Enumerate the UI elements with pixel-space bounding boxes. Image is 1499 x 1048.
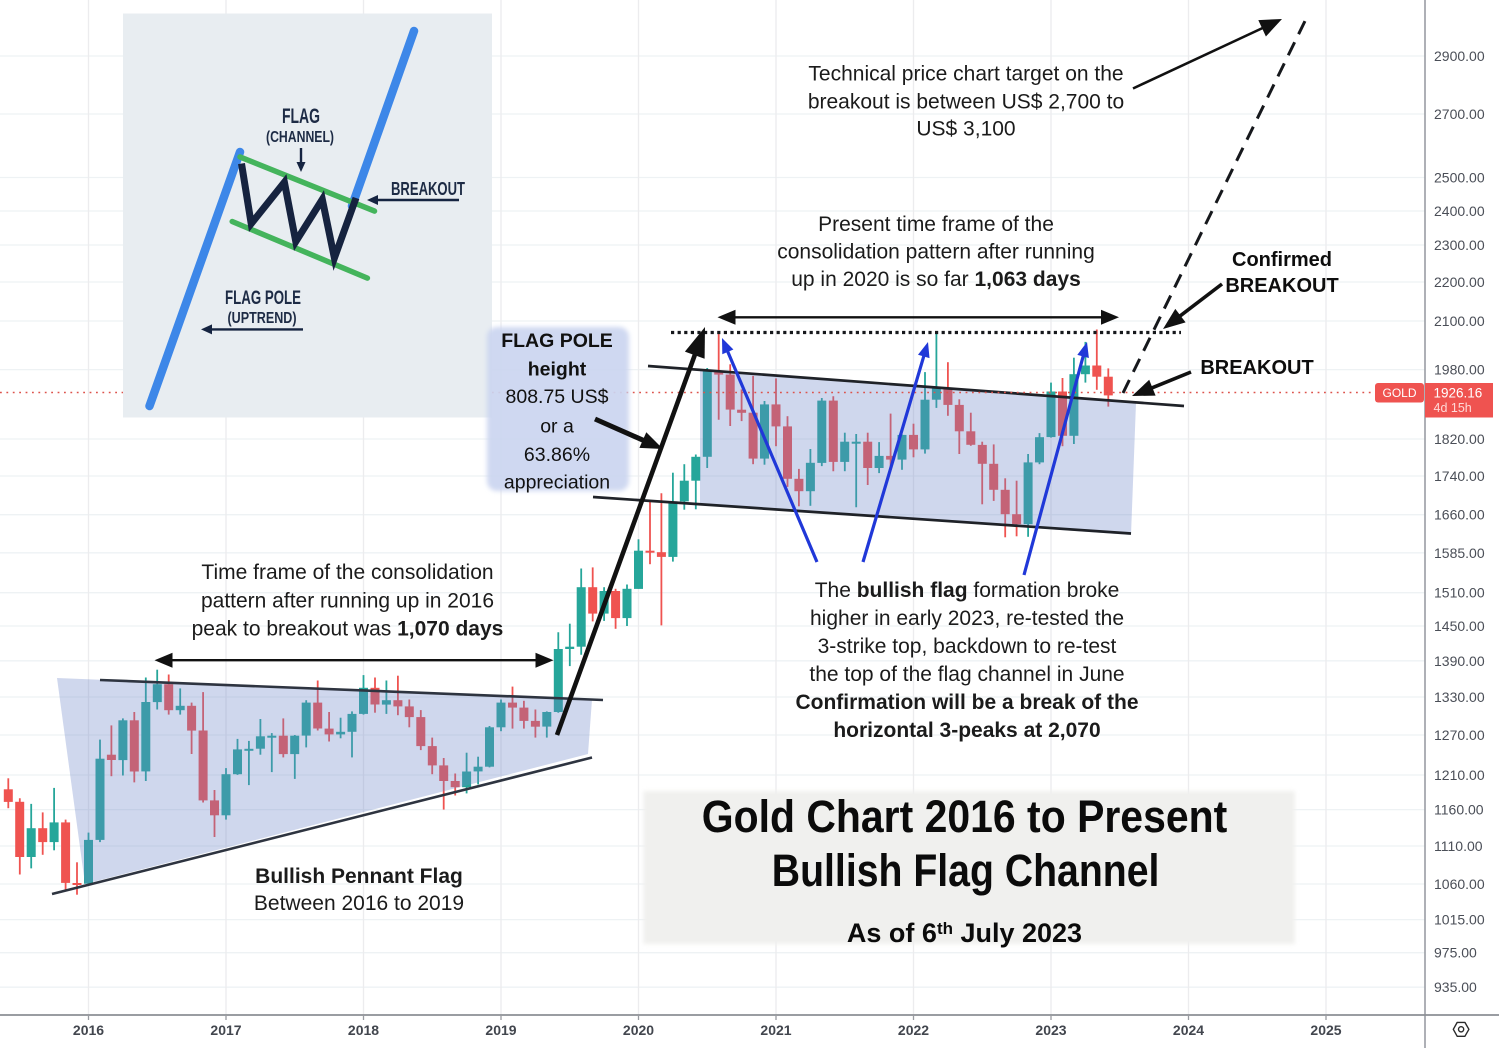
svg-text:the top of the flag channel in: the top of the flag channel in June xyxy=(809,663,1124,686)
svg-text:2020: 2020 xyxy=(623,1022,654,1038)
svg-text:Technical price chart target o: Technical price chart target on the xyxy=(808,63,1123,86)
svg-text:2016: 2016 xyxy=(73,1022,104,1038)
svg-text:FLAG POLE: FLAG POLE xyxy=(225,288,301,309)
svg-text:FLAG POLE: FLAG POLE xyxy=(501,330,613,352)
svg-text:GOLD: GOLD xyxy=(1382,386,1416,400)
svg-text:consolidation pattern after ru: consolidation pattern after running xyxy=(777,241,1095,264)
svg-text:1450.00: 1450.00 xyxy=(1434,618,1485,634)
svg-text:808.75 US$: 808.75 US$ xyxy=(506,386,609,408)
svg-text:63.86%: 63.86% xyxy=(524,444,590,466)
svg-text:975.00: 975.00 xyxy=(1434,945,1477,961)
svg-text:2500.00: 2500.00 xyxy=(1434,170,1485,186)
svg-text:BREAKOUT: BREAKOUT xyxy=(1225,275,1338,297)
svg-text:Between 2016 to 2019: Between 2016 to 2019 xyxy=(254,892,464,915)
svg-text:1740.00: 1740.00 xyxy=(1434,468,1485,484)
svg-text:Bullish Flag Channel: Bullish Flag Channel xyxy=(772,845,1160,896)
svg-text:4d 15h: 4d 15h xyxy=(1434,401,1472,415)
svg-text:2300.00: 2300.00 xyxy=(1434,237,1485,253)
svg-text:1510.00: 1510.00 xyxy=(1434,585,1485,601)
svg-text:higher in early 2023, re-teste: higher in early 2023, re-tested the xyxy=(810,607,1124,630)
svg-text:2025: 2025 xyxy=(1310,1022,1341,1038)
svg-text:pattern after running up in 20: pattern after running up in 2016 xyxy=(201,590,494,613)
svg-text:BREAKOUT: BREAKOUT xyxy=(1200,357,1313,379)
svg-text:1110.00: 1110.00 xyxy=(1434,838,1483,854)
svg-text:or a: or a xyxy=(540,416,574,438)
svg-text:(UPTREND): (UPTREND) xyxy=(228,310,297,327)
svg-text:2023: 2023 xyxy=(1035,1022,1066,1038)
svg-text:breakout is between US$ 2,700: breakout is between US$ 2,700 to xyxy=(808,91,1124,114)
svg-text:1270.00: 1270.00 xyxy=(1434,727,1485,743)
svg-text:Bullish Pennant Flag: Bullish Pennant Flag xyxy=(255,865,463,888)
svg-text:horizontal 3-peaks at 2,070: horizontal 3-peaks at 2,070 xyxy=(833,719,1100,742)
svg-text:Present time frame of the: Present time frame of the xyxy=(818,213,1054,236)
svg-text:As of 6th July 2023: As of 6th July 2023 xyxy=(847,918,1082,948)
svg-text:935.00: 935.00 xyxy=(1434,979,1477,995)
svg-text:Gold Chart 2016 to Present: Gold Chart 2016 to Present xyxy=(702,791,1228,842)
svg-text:US$ 3,100: US$ 3,100 xyxy=(916,118,1015,141)
svg-text:up in 2020 is so far 1,063 day: up in 2020 is so far 1,063 days xyxy=(791,268,1081,291)
svg-text:1820.00: 1820.00 xyxy=(1434,431,1485,447)
svg-text:1390.00: 1390.00 xyxy=(1434,653,1485,669)
svg-text:1210.00: 1210.00 xyxy=(1434,767,1485,783)
svg-text:2018: 2018 xyxy=(348,1022,379,1038)
svg-text:3-strike top, backdown to re-t: 3-strike top, backdown to re-test xyxy=(818,635,1117,658)
svg-text:BREAKOUT: BREAKOUT xyxy=(391,179,465,199)
svg-text:1330.00: 1330.00 xyxy=(1434,689,1485,705)
svg-text:2100.00: 2100.00 xyxy=(1434,313,1485,329)
svg-text:1015.00: 1015.00 xyxy=(1434,912,1485,928)
svg-text:2024: 2024 xyxy=(1173,1022,1204,1038)
svg-text:2017: 2017 xyxy=(210,1022,241,1038)
svg-text:2400.00: 2400.00 xyxy=(1434,203,1485,219)
svg-text:peak to breakout was 1,070 day: peak to breakout was 1,070 days xyxy=(192,618,504,641)
svg-text:1160.00: 1160.00 xyxy=(1434,802,1484,818)
svg-text:FLAG: FLAG xyxy=(282,105,320,128)
svg-text:2700.00: 2700.00 xyxy=(1434,106,1485,122)
svg-text:2900.00: 2900.00 xyxy=(1434,48,1485,64)
svg-text:The bullish flag formation bro: The bullish flag formation broke xyxy=(815,579,1120,602)
svg-text:2022: 2022 xyxy=(898,1022,929,1038)
svg-text:Time frame of the consolidatio: Time frame of the consolidation xyxy=(201,561,493,584)
svg-text:2021: 2021 xyxy=(760,1022,791,1038)
svg-text:2200.00: 2200.00 xyxy=(1434,274,1485,290)
svg-text:height: height xyxy=(528,359,587,381)
svg-text:Confirmation will be a break o: Confirmation will be a break of the xyxy=(795,691,1138,714)
svg-text:1926.16: 1926.16 xyxy=(1434,386,1483,401)
svg-text:1585.00: 1585.00 xyxy=(1434,545,1485,561)
svg-text:(CHANNEL): (CHANNEL) xyxy=(266,129,334,146)
svg-text:1660.00: 1660.00 xyxy=(1434,507,1485,523)
svg-text:1060.00: 1060.00 xyxy=(1434,876,1485,892)
svg-text:1980.00: 1980.00 xyxy=(1434,362,1485,378)
svg-text:Confirmed: Confirmed xyxy=(1232,249,1332,271)
svg-text:appreciation: appreciation xyxy=(504,472,610,494)
svg-text:2019: 2019 xyxy=(485,1022,516,1038)
